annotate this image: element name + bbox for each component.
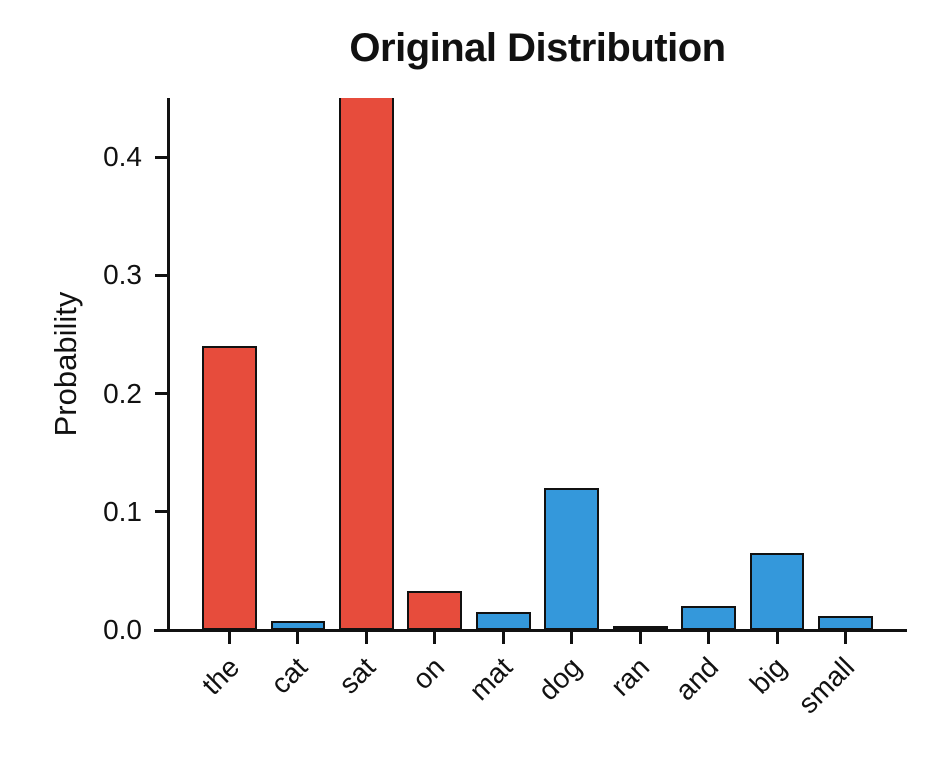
x-tick-mark — [570, 631, 574, 644]
x-tick-mark — [843, 631, 847, 644]
bar-mat — [475, 612, 531, 630]
bar-on — [407, 590, 463, 630]
bar-dog — [544, 488, 600, 630]
y-axis-label: Probability — [48, 291, 83, 437]
y-tick-mark — [154, 628, 167, 632]
x-tick-mark — [433, 631, 437, 644]
y-axis-spine — [166, 98, 170, 631]
y-tick-label: 0.1 — [103, 495, 142, 527]
y-tick-label: 0.0 — [103, 614, 142, 645]
y-tick-label: 0.4 — [103, 141, 142, 173]
chart-title: Original Distribution — [349, 26, 726, 70]
x-tick-mark — [638, 631, 642, 644]
bar-cat — [270, 620, 326, 630]
y-tick-mark — [154, 510, 167, 514]
x-tick-mark — [364, 631, 368, 644]
bar-the — [202, 346, 257, 630]
x-tick-mark — [707, 631, 711, 644]
x-tick-mark — [228, 631, 231, 644]
x-tick-mark — [775, 631, 779, 644]
y-tick-mark — [154, 273, 167, 277]
x-axis-spine — [154, 628, 907, 632]
x-tick-mark — [501, 631, 505, 644]
bar-ran — [612, 626, 668, 631]
y-tick-label: 0.3 — [103, 259, 142, 291]
y-tick-mark — [154, 155, 167, 159]
bar-small — [818, 615, 873, 630]
bar-sat — [339, 98, 394, 630]
x-tick-mark — [296, 631, 300, 644]
y-tick-label: 0.2 — [103, 377, 142, 409]
bar-big — [749, 553, 805, 630]
bar-and — [681, 606, 736, 630]
y-tick-mark — [154, 392, 167, 396]
